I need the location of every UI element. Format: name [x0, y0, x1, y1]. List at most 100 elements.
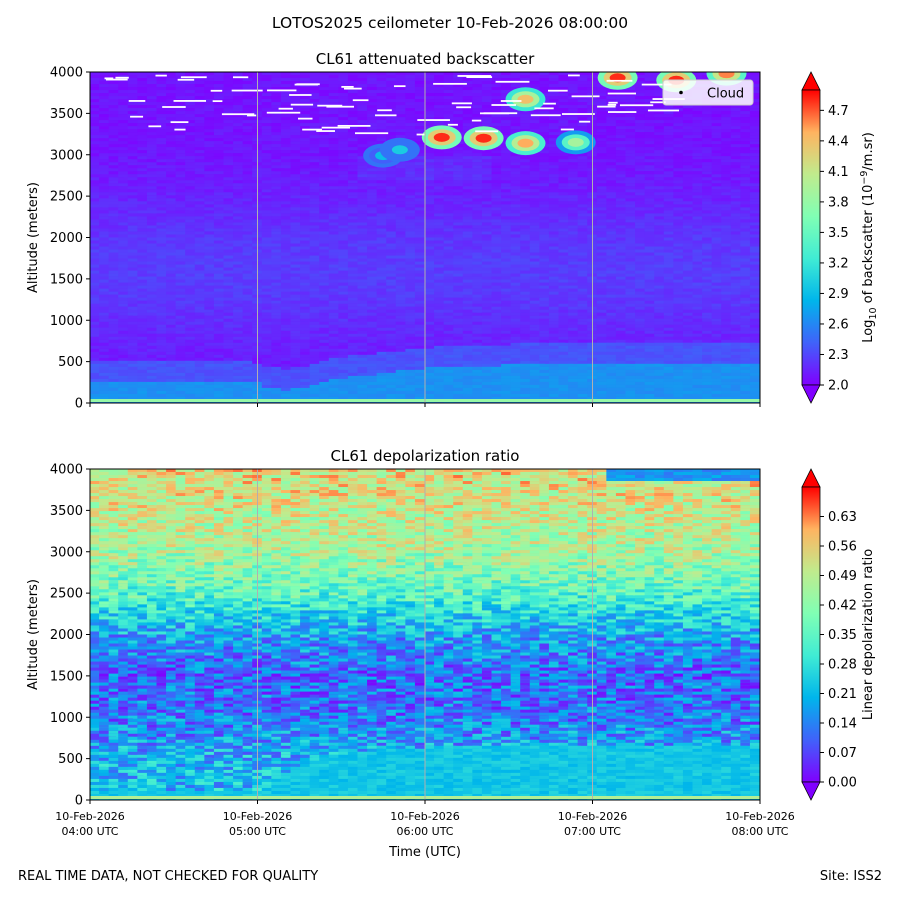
- heatmap-cell: [749, 153, 760, 157]
- heatmap-cell: [252, 162, 271, 166]
- heatmap-cell: [711, 180, 724, 184]
- heatmap-cell: [367, 84, 382, 88]
- heatmap-cell: [242, 159, 255, 163]
- heatmap-cell: [194, 153, 214, 157]
- heatmap-cell: [702, 198, 718, 202]
- heatmap-cell: [548, 84, 563, 88]
- heatmap-cell: [127, 84, 147, 88]
- heatmap-cell: [434, 228, 447, 233]
- heatmap-cell: [185, 228, 203, 233]
- heatmap-cell: [673, 210, 691, 215]
- heatmap-cell: [472, 231, 490, 236]
- heatmap-cell: [501, 177, 516, 181]
- heatmap-cell: [300, 180, 314, 184]
- heatmap-cell: [749, 114, 760, 118]
- heatmap-cell: [357, 210, 372, 215]
- heatmap-cell: [682, 153, 701, 157]
- heatmap-cell: [300, 189, 315, 193]
- heatmap-cell: [520, 84, 538, 88]
- heatmap-cell: [568, 90, 582, 94]
- heatmap-cell: [156, 72, 173, 76]
- heatmap-cell: [271, 81, 290, 85]
- heatmap-cell: [625, 189, 645, 193]
- heatmap-cell: [185, 219, 200, 224]
- heatmap-cell: [166, 159, 182, 163]
- heatmap-cell: [156, 141, 175, 145]
- heatmap-cell: [692, 240, 707, 245]
- heatmap-cell: [501, 195, 520, 199]
- heatmap-cell: [673, 159, 692, 163]
- heatmap-cell: [118, 189, 131, 193]
- heatmap-cell: [615, 147, 633, 151]
- heatmap-cell: [711, 204, 726, 209]
- heatmap-cell: [99, 162, 113, 166]
- heatmap-cell: [242, 90, 257, 94]
- heatmap-cell: [730, 216, 749, 221]
- heatmap-cell: [510, 234, 529, 239]
- heatmap-cell: [242, 204, 257, 209]
- heatmap-cell: [625, 105, 639, 109]
- heatmap-cell: [338, 198, 354, 202]
- heatmap-cell: [625, 198, 643, 202]
- heatmap-cell: [539, 195, 556, 199]
- heatmap-cell: [510, 213, 529, 218]
- heatmap-cell: [194, 240, 210, 245]
- heatmap-cell: [577, 96, 594, 100]
- heatmap-cell: [692, 132, 706, 136]
- heatmap-cell: [414, 138, 429, 142]
- heatmap-cell: [242, 225, 256, 230]
- heatmap-cell: [635, 216, 653, 221]
- heatmap-cell: [644, 147, 661, 151]
- heatmap-cell: [90, 93, 106, 97]
- heatmap-cell: [587, 114, 604, 118]
- heatmap-cell: [280, 201, 295, 205]
- heatmap-cell: [615, 141, 633, 145]
- heatmap-cell: [252, 198, 270, 202]
- heatmap-cell: [185, 159, 198, 163]
- heatmap-cell: [596, 216, 610, 221]
- heatmap-cell: [692, 138, 711, 142]
- heatmap-cell: [204, 162, 218, 166]
- heatmap-cell: [568, 81, 583, 85]
- heatmap-cell: [682, 141, 701, 145]
- heatmap-cell: [386, 216, 402, 221]
- heatmap-cell: [730, 141, 744, 145]
- heatmap-cell: [615, 210, 632, 215]
- heatmap-cell: [625, 102, 639, 106]
- heatmap-cell: [118, 204, 131, 209]
- heatmap-cell: [558, 123, 573, 127]
- heatmap-cell: [175, 237, 194, 242]
- heatmap-cell: [721, 234, 738, 239]
- heatmap-cell: [367, 78, 386, 82]
- heatmap-cell: [625, 237, 639, 242]
- heatmap-cell: [185, 96, 203, 100]
- heatmap-cell: [194, 213, 213, 218]
- heatmap-cell: [328, 180, 345, 184]
- heatmap-cell: [548, 231, 568, 236]
- heatmap-cell: [99, 168, 112, 172]
- heatmap-cell: [108, 96, 126, 100]
- heatmap-cell: [233, 219, 249, 224]
- heatmap-cell: [146, 129, 165, 133]
- heatmap-cell: [347, 231, 362, 236]
- heatmap-cell: [242, 144, 257, 148]
- heatmap-cell: [730, 105, 749, 109]
- heatmap-cell: [185, 201, 203, 205]
- heatmap-cell: [118, 102, 134, 106]
- heatmap-cell: [596, 189, 610, 193]
- heatmap-cell: [233, 237, 248, 242]
- heatmap-cell: [213, 141, 229, 145]
- heatmap-cell: [146, 177, 161, 181]
- heatmap-cell: [146, 87, 162, 91]
- heatmap-cell: [472, 204, 488, 209]
- heatmap-cell: [749, 168, 760, 172]
- heatmap-cell: [520, 207, 538, 212]
- heatmap-cell: [443, 207, 457, 212]
- heatmap-cell: [204, 219, 223, 224]
- heatmap-cell: [749, 132, 760, 136]
- heatmap-cell: [702, 150, 720, 154]
- heatmap-cell: [395, 228, 414, 233]
- heatmap-cell: [233, 78, 248, 82]
- heatmap-cell: [749, 228, 760, 233]
- heatmap-cell: [233, 147, 248, 151]
